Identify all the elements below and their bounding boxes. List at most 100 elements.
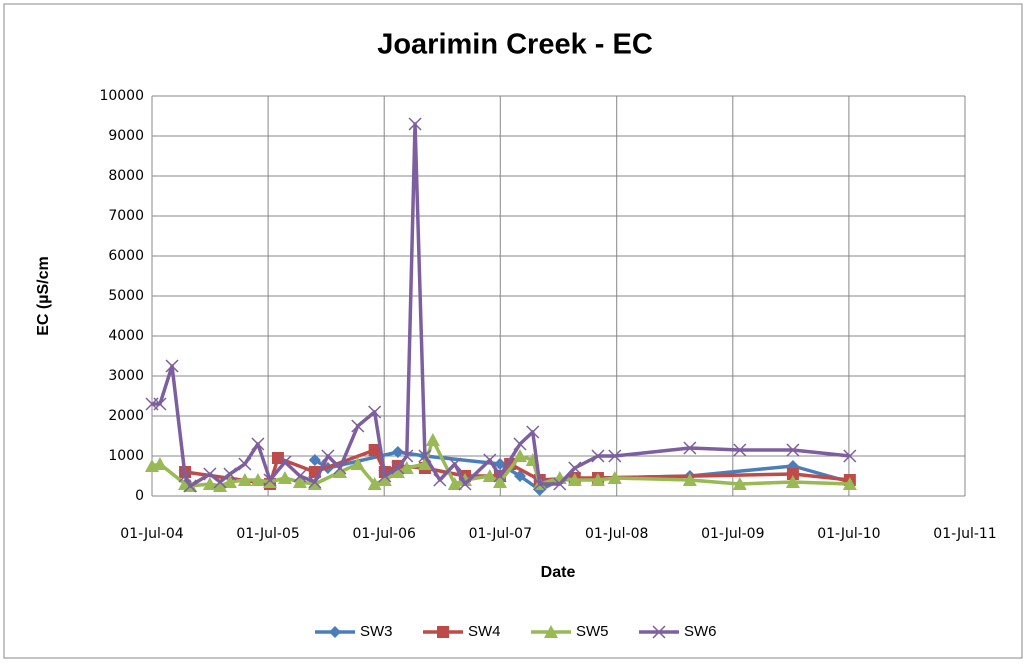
marker: [492, 475, 507, 488]
legend: SW3 SW4 SW5 SW6: [315, 623, 717, 640]
marker: [271, 452, 284, 464]
marker: [483, 453, 497, 467]
marker: [607, 471, 622, 484]
marker: [165, 359, 179, 373]
marker: [222, 475, 237, 488]
marker: [399, 461, 414, 474]
marker: [251, 437, 265, 451]
legend-label: SW3: [360, 623, 393, 640]
marker: [553, 477, 567, 491]
x-tick-label: 01-Jul-11: [933, 526, 996, 542]
marker: [786, 468, 799, 480]
marker: [425, 433, 440, 446]
marker: [408, 117, 422, 131]
marker: [238, 457, 252, 471]
marker: [293, 469, 307, 483]
marker: [513, 449, 528, 462]
series: [145, 433, 857, 492]
marker: [178, 469, 192, 483]
marker: [683, 441, 697, 455]
marker: [514, 470, 527, 482]
legend-label: SW5: [576, 623, 609, 640]
y-tick-label: 0: [135, 488, 144, 504]
x-axis-label: Date: [541, 564, 576, 581]
marker: [447, 477, 462, 490]
marker: [292, 475, 307, 488]
y-tick-label: 5000: [108, 288, 144, 304]
grid: 0 1000 2000 3000 4000 5000 6000 7000 8000 9000 100…: [99, 88, 996, 542]
marker: [308, 475, 322, 489]
marker: [843, 449, 857, 463]
marker: [202, 477, 217, 490]
marker: [786, 443, 800, 457]
marker: [223, 467, 237, 481]
y-tick-label: 9000: [108, 128, 144, 144]
marker: [591, 449, 605, 463]
chart-border: [3, 3, 1023, 659]
marker: [278, 455, 292, 469]
x-tick-label: 01-Jul-06: [352, 526, 415, 542]
marker: [733, 443, 747, 457]
x-tick-label: 01-Jul-05: [236, 526, 299, 542]
marker: [417, 457, 432, 470]
marker: [482, 469, 497, 482]
marker: [682, 473, 697, 486]
marker: [213, 479, 228, 492]
marker: [152, 457, 167, 470]
y-tick-label: 2000: [108, 408, 144, 424]
marker: [493, 469, 507, 483]
marker: [448, 457, 462, 471]
y-tick-label: 8000: [108, 168, 144, 184]
marker: [183, 479, 197, 493]
marker: [526, 425, 540, 439]
y-tick-label: 6000: [108, 248, 144, 264]
marker: [437, 626, 449, 638]
marker: [418, 449, 432, 463]
marker: [203, 467, 217, 481]
marker: [513, 437, 527, 451]
legend-label: SW6: [684, 623, 717, 640]
marker: [391, 446, 404, 458]
marker: [785, 475, 800, 488]
marker: [153, 397, 167, 411]
marker: [842, 477, 857, 490]
marker: [250, 473, 265, 486]
y-tick-label: 7000: [108, 208, 144, 224]
marker: [732, 477, 747, 490]
marker: [237, 473, 252, 486]
x-tick-label: 01-Jul-07: [469, 526, 532, 542]
chart-title: Joarimin Creek - EC: [377, 29, 653, 61]
marker: [321, 449, 335, 463]
marker: [400, 449, 414, 463]
marker: [351, 419, 365, 433]
y-tick-label: 1000: [108, 448, 144, 464]
marker: [368, 405, 382, 419]
marker: [329, 626, 341, 638]
marker: [277, 471, 292, 484]
x-tick-label: 01-Jul-10: [817, 526, 880, 542]
y-tick-label: 10000: [99, 88, 144, 104]
y-tick-label: 4000: [108, 328, 144, 344]
marker: [333, 461, 347, 475]
marker: [263, 473, 277, 487]
plot: [145, 117, 857, 496]
marker: [568, 461, 582, 475]
x-tick-label: 01-Jul-04: [120, 526, 183, 542]
marker: [367, 477, 382, 490]
marker: [433, 473, 447, 487]
marker: [213, 475, 227, 489]
marker: [567, 473, 582, 486]
marker: [590, 473, 605, 486]
marker: [544, 625, 558, 638]
marker: [493, 458, 506, 470]
marker: [458, 477, 472, 491]
y-axis-label: EC (µS/cm: [35, 256, 52, 335]
marker: [608, 449, 622, 463]
marker: [533, 477, 547, 491]
x-tick-label: 01-Jul-08: [585, 526, 648, 542]
y-tick-label: 3000: [108, 368, 144, 384]
marker: [308, 454, 321, 466]
marker: [391, 461, 405, 475]
legend-label: SW4: [468, 623, 501, 640]
